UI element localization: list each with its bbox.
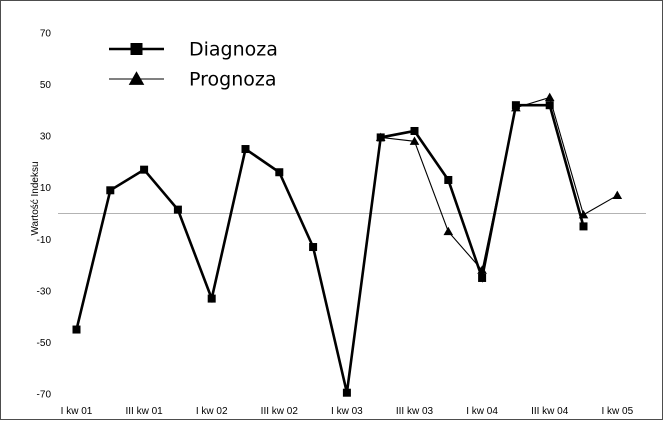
legend-label-prognoza: Prognoza xyxy=(189,69,277,91)
data-point-diagnoza xyxy=(275,168,284,177)
data-point-prognoza xyxy=(544,92,555,102)
x-tick-label: I kw 05 xyxy=(601,406,633,417)
y-tick-label: 10 xyxy=(40,183,52,194)
data-point-diagnoza xyxy=(342,388,351,397)
legend-item-diagnoza: Diagnoza xyxy=(109,39,278,61)
data-point-diagnoza xyxy=(444,175,453,184)
x-tick-label: III kw 02 xyxy=(261,406,299,417)
y-tick-label: 50 xyxy=(40,80,52,91)
y-tick-label: -30 xyxy=(37,286,52,297)
x-tick-label: I kw 02 xyxy=(196,406,228,417)
legend-label-diagnoza: Diagnoza xyxy=(189,39,278,61)
y-tick-label: -10 xyxy=(37,235,52,246)
y-tick-label: 30 xyxy=(40,132,52,143)
x-tick-label: III kw 04 xyxy=(531,406,569,417)
series-diagnoza xyxy=(72,101,588,397)
x-tick-label: III kw 03 xyxy=(396,406,434,417)
legend-marker-diagnoza xyxy=(130,43,143,55)
data-point-diagnoza xyxy=(478,273,487,282)
legend: Diagnoza Prognoza xyxy=(109,39,278,91)
series-line-diagnoza xyxy=(75,103,585,394)
series-layer xyxy=(72,92,623,397)
data-point-prognoza xyxy=(612,190,623,200)
series-prognoza xyxy=(375,92,623,274)
data-point-diagnoza xyxy=(241,145,250,154)
x-tick-label: I kw 01 xyxy=(61,406,93,417)
data-point-diagnoza xyxy=(207,294,216,303)
x-tick-label: I kw 03 xyxy=(331,406,363,417)
data-point-diagnoza xyxy=(545,101,554,110)
x-tick-label: I kw 04 xyxy=(466,406,498,417)
y-tick-label: 70 xyxy=(40,29,52,40)
data-point-diagnoza xyxy=(309,243,318,252)
data-point-diagnoza xyxy=(376,133,385,142)
data-point-diagnoza xyxy=(579,222,588,231)
data-point-diagnoza xyxy=(173,205,182,214)
y-tick-label: -70 xyxy=(37,390,52,401)
y-tick-labels: 70 50 30 10 -10 -30 -50 -70 xyxy=(37,29,52,401)
legend-item-prognoza: Prognoza xyxy=(109,69,277,91)
x-tick-labels: I kw 01 III kw 01 I kw 02 III kw 02 I kw 03 I… xyxy=(61,406,634,417)
data-point-diagnoza xyxy=(140,165,149,174)
data-point-prognoza xyxy=(409,136,420,145)
y-tick-label: -50 xyxy=(37,338,52,349)
data-point-prognoza xyxy=(443,226,454,236)
series-line-prognoza xyxy=(380,96,618,272)
x-tick-label: III kw 01 xyxy=(125,406,163,417)
data-point-diagnoza xyxy=(511,101,520,110)
data-point-diagnoza xyxy=(106,186,115,195)
legend-marker-prognoza xyxy=(128,71,145,85)
y-axis-title: Wartość Indeksu xyxy=(30,161,41,235)
data-point-diagnoza xyxy=(410,126,419,135)
data-point-diagnoza xyxy=(72,325,81,334)
